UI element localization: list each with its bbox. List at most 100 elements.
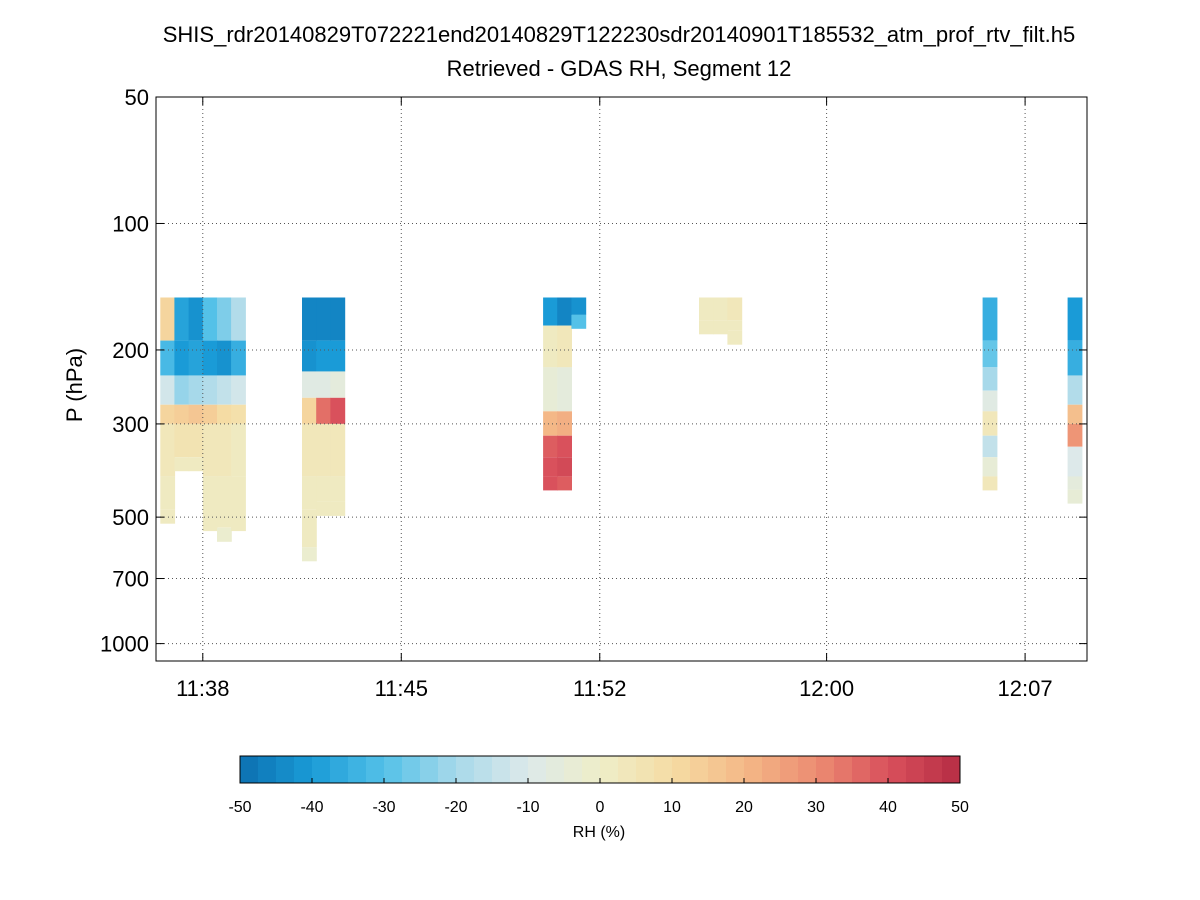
y-tick-label: 100 — [112, 211, 149, 236]
colorbar-cell — [564, 756, 583, 783]
colorbar-tick-label: 20 — [735, 799, 753, 816]
heatmap-cell — [302, 397, 317, 424]
heatmap-cell — [557, 457, 572, 477]
heatmap-cell — [727, 330, 743, 345]
heatmap-cell — [1067, 340, 1083, 376]
heatmap-cell — [188, 297, 204, 341]
colorbar-cells — [240, 756, 961, 783]
y-axis-ticks: 50 100 200 300 500 700 1000 — [100, 85, 1087, 657]
colorbar-cell — [294, 756, 313, 783]
colorbar-cell — [744, 756, 763, 783]
heatmap-cell — [160, 340, 176, 376]
heatmap-cell — [231, 423, 246, 477]
y-tick-label: 1000 — [100, 632, 149, 657]
y-tick-label: 700 — [112, 567, 149, 592]
colorbar-cell — [276, 756, 295, 783]
heatmap-cell — [330, 297, 346, 341]
heatmap-cell — [727, 297, 743, 321]
x-tick-label: 12:00 — [799, 676, 854, 701]
heatmap-cell — [231, 404, 246, 424]
colorbar-cell — [546, 756, 565, 783]
heatmap-cell — [1067, 476, 1083, 490]
heatmap-cell — [188, 375, 204, 405]
heatmap-cell — [160, 297, 176, 341]
colorbar-cell — [924, 756, 943, 783]
heatmap-cell — [231, 375, 246, 405]
heatmap-cell — [727, 320, 743, 331]
heatmap-cell — [330, 423, 346, 477]
heatmap-cell — [188, 404, 204, 424]
heatmap-cell — [330, 340, 346, 372]
heatmap-cell — [217, 476, 232, 528]
heatmap-cell — [174, 375, 190, 405]
colorbar-cell — [870, 756, 889, 783]
heatmap-cell — [316, 423, 331, 477]
heatmap-cell — [1067, 489, 1083, 504]
heatmap-cell — [231, 297, 246, 341]
heatmap-cell — [174, 297, 190, 341]
heatmap-cell — [202, 340, 218, 376]
y-tick-label: 500 — [112, 505, 149, 530]
heatmap-cell — [330, 397, 346, 424]
heatmap-cell — [557, 297, 572, 326]
heatmap-cell — [316, 340, 331, 372]
heatmap-cell — [557, 435, 572, 458]
x-tick-label: 12:07 — [998, 676, 1053, 701]
heatmap-cell — [302, 340, 317, 372]
heatmap-cell — [202, 375, 218, 405]
heatmap-cell — [174, 457, 190, 472]
x-tick-label: 11:45 — [375, 676, 428, 701]
heatmap-cell — [217, 297, 232, 341]
heatmap-cell — [330, 371, 346, 398]
heatmap-cell — [982, 390, 998, 412]
heatmap-cell — [699, 320, 714, 335]
colorbar-cell — [654, 756, 673, 783]
heatmap-cell — [982, 457, 998, 477]
heatmap-cell — [543, 297, 558, 326]
heatmap-cell — [543, 435, 558, 458]
colorbar-cell — [780, 756, 799, 783]
colorbar-tick-label: -20 — [444, 799, 467, 816]
y-tick-label: 50 — [125, 85, 149, 110]
heatmap-cell — [302, 547, 317, 562]
heatmap-cell — [557, 476, 572, 491]
heatmap-cell — [557, 325, 572, 368]
heatmap-cell — [202, 517, 218, 532]
colorbar-cell — [618, 756, 637, 783]
heatmap-cell — [1067, 404, 1083, 424]
heatmap-cell — [571, 314, 587, 329]
heatmap-cell — [302, 297, 317, 341]
heatmap-cell — [330, 476, 346, 502]
heatmap-cell — [982, 476, 998, 491]
colorbar-tick-label: 50 — [951, 799, 969, 816]
colorbar-cell — [258, 756, 277, 783]
x-axis-ticks: 11:38 11:45 11:52 12:00 12:07 — [176, 97, 1053, 701]
heatmap-cell — [217, 423, 232, 477]
heatmap-cell — [217, 527, 232, 542]
heatmap-cell — [1067, 446, 1083, 477]
heatmap-cell — [713, 297, 728, 321]
heatmap-cell — [316, 501, 331, 516]
plot-background — [156, 97, 1087, 661]
colorbar-cell — [690, 756, 709, 783]
x-tick-label: 11:52 — [573, 676, 626, 701]
colorbar-cell — [636, 756, 655, 783]
heatmap-cell — [302, 476, 317, 510]
colorbar-cell — [762, 756, 781, 783]
colorbar-cell — [240, 756, 259, 783]
heatmap-cell — [174, 340, 190, 376]
heatmap-cell — [316, 476, 331, 502]
colorbar-cell — [510, 756, 529, 783]
heatmap-cell — [217, 404, 232, 424]
colorbar-cell — [906, 756, 925, 783]
heatmap-cell — [330, 501, 346, 516]
colorbar-cell — [474, 756, 493, 783]
colorbar-label: RH (%) — [573, 824, 625, 841]
heatmap-cell — [713, 320, 728, 335]
heatmap-cell — [188, 423, 204, 458]
heatmap-cell — [982, 297, 998, 341]
heatmap-cell — [543, 367, 558, 412]
heatmap-cell — [160, 404, 176, 424]
colorbar-cell — [312, 756, 331, 783]
